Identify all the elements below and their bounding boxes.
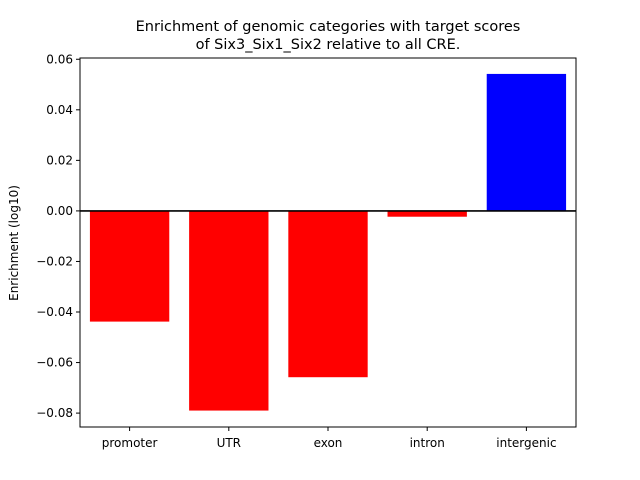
y-tick-label: 0.00 (46, 204, 73, 218)
bar-promoter (89, 210, 170, 322)
y-tick-label: −0.02 (36, 254, 73, 268)
x-tick-label-intergenic: intergenic (496, 436, 556, 450)
y-tick-label: −0.04 (36, 305, 73, 319)
y-tick-label: 0.06 (46, 52, 73, 66)
bar-exon (288, 210, 368, 378)
x-tick-label-exon: exon (314, 436, 343, 450)
plot-area: −0.08 −0.06 −0.04 −0.02 0.00 0.02 0.04 0.06 prom… (36, 52, 577, 450)
bar-intron (387, 210, 467, 217)
y-tick-label: −0.06 (36, 356, 73, 370)
chart-title-line-2: of Six3_Six1_Six2 relative to all CRE. (196, 37, 461, 53)
x-tick-label-intron: intron (410, 436, 445, 450)
y-tick-label: 0.04 (46, 103, 73, 117)
x-tick-label-UTR: UTR (217, 436, 241, 450)
y-tick-label: 0.02 (46, 153, 73, 167)
bar-intergenic (486, 73, 567, 211)
bar-UTR (189, 210, 269, 411)
x-tick-label-promoter: promoter (102, 436, 158, 450)
chart-title-line-1: Enrichment of genomic categories with ta… (136, 19, 521, 35)
y-axis-label: Enrichment (log10) (7, 185, 21, 301)
y-tick-label: −0.08 (36, 406, 73, 420)
